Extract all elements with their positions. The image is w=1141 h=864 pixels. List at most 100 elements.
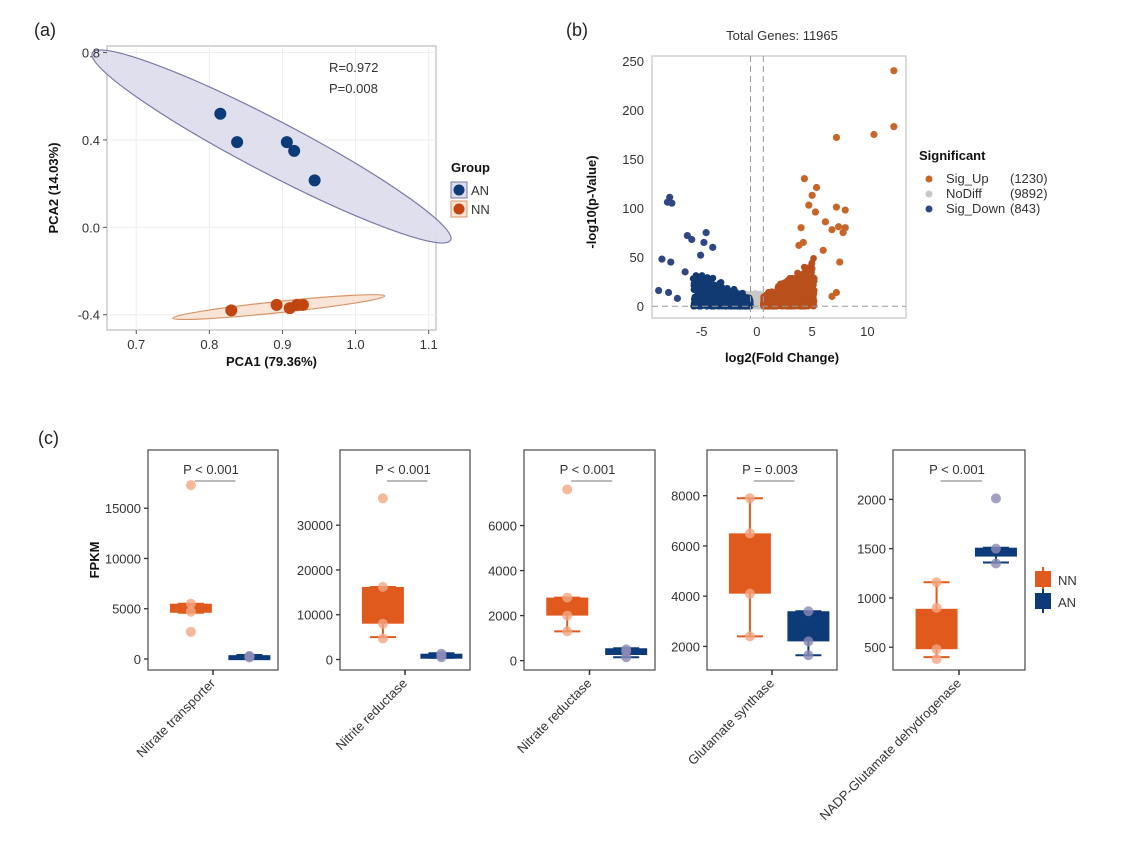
pca-point-an bbox=[280, 136, 293, 149]
box-point-nn bbox=[931, 577, 942, 588]
volcano-point-up bbox=[767, 299, 775, 307]
volcano-point-up bbox=[821, 218, 829, 226]
volcano-ytick-label: 0 bbox=[637, 299, 644, 314]
volcano-point-down bbox=[695, 299, 703, 307]
box-ytick-label: 0 bbox=[134, 652, 141, 667]
volcano-legend-title: Significant bbox=[919, 148, 986, 163]
volcano-xtick-label: 0 bbox=[753, 324, 760, 339]
box-point-an bbox=[244, 650, 255, 661]
pca-y-axis-title: PCA2 (14.03%) bbox=[46, 142, 61, 233]
volcano-point-up bbox=[839, 229, 847, 237]
volcano-point-down bbox=[700, 238, 708, 247]
box-legend-label-an: AN bbox=[1058, 595, 1076, 610]
pca-ytick-label: -0.4 bbox=[78, 308, 100, 323]
pca-xtick-label: 1.1 bbox=[420, 337, 438, 352]
volcano-xtick-label: 10 bbox=[860, 324, 874, 339]
volcano-point-down bbox=[696, 251, 705, 259]
panel-label-a: (a) bbox=[34, 20, 56, 40]
box-point-nn bbox=[931, 654, 942, 665]
volcano-point-down bbox=[712, 292, 720, 300]
pca-point-nn bbox=[270, 298, 283, 311]
volcano-point-up bbox=[808, 301, 816, 309]
pca-ytick-label: 0.0 bbox=[82, 220, 100, 235]
box-xtick-label: Nitrate reductase bbox=[514, 676, 595, 757]
box-point-nn bbox=[744, 493, 755, 504]
pca-point-nn bbox=[296, 298, 309, 311]
volcano-point-down bbox=[667, 258, 675, 266]
volcano-point-down bbox=[673, 294, 682, 302]
volcano-point-up bbox=[797, 286, 805, 293]
box-facet-frame bbox=[523, 449, 656, 671]
pca-point-an bbox=[308, 174, 321, 187]
panel-label-b: (b) bbox=[566, 20, 588, 40]
volcano-point-down bbox=[668, 199, 676, 207]
box-point-nn bbox=[562, 484, 573, 495]
box-point-an bbox=[990, 493, 1001, 504]
box-xtick-label: Nitrite reductase bbox=[333, 676, 411, 754]
pca-legend-title: Group bbox=[451, 160, 490, 175]
box-point-nn bbox=[185, 626, 196, 637]
volcano-chart: Total Genes: 11965-5 0 5 10050100150200250l… bbox=[584, 28, 1048, 365]
pca-xtick-label: 0.7 bbox=[127, 337, 145, 352]
box-legend-label-nn: NN bbox=[1058, 573, 1077, 588]
volcano-point-up bbox=[828, 226, 836, 234]
box-ytick-label: 6000 bbox=[671, 539, 700, 554]
box-ytick-label: 0 bbox=[510, 654, 517, 669]
pca-xtick-label: 1.0 bbox=[347, 337, 365, 352]
box-facet: P < 0.001 0 5000 10000 15000 Nitrate transpor… bbox=[105, 449, 279, 760]
volcano-legend-count: (1230) bbox=[1010, 171, 1048, 186]
volcano-point-up bbox=[775, 291, 783, 299]
volcano-point-down bbox=[718, 298, 725, 306]
volcano-point-down bbox=[692, 272, 700, 279]
volcano-point-down bbox=[702, 229, 710, 237]
box-ytick-label: 2000 bbox=[671, 639, 700, 654]
volcano-point-up bbox=[794, 276, 802, 284]
volcano-ytick-label: 150 bbox=[622, 152, 644, 167]
box-iqr-nn bbox=[728, 533, 771, 594]
volcano-title: Total Genes: 11965 bbox=[726, 28, 838, 43]
volcano-point-up bbox=[797, 224, 805, 232]
box-point-an bbox=[803, 606, 814, 617]
volcano-point-up bbox=[832, 133, 841, 142]
box-p-value: P < 0.001 bbox=[560, 462, 616, 477]
pca-point-an bbox=[231, 136, 244, 149]
box-ytick-label: 10000 bbox=[297, 608, 333, 623]
volcano-ytick-label: 200 bbox=[622, 103, 644, 118]
box-point-nn bbox=[931, 644, 942, 655]
volcano-legend-count: (9892) bbox=[1010, 186, 1048, 201]
volcano-point-down bbox=[722, 292, 730, 300]
box-ytick-label: 5000 bbox=[112, 602, 141, 617]
volcano-point-down bbox=[743, 301, 751, 309]
box-p-value: P < 0.001 bbox=[183, 462, 239, 477]
box-y-axis-title: FPKM bbox=[87, 542, 102, 579]
box-iqr-nn bbox=[361, 586, 404, 624]
volcano-point-up bbox=[779, 299, 787, 307]
volcano-point-up bbox=[805, 201, 813, 209]
box-point-nn bbox=[744, 528, 755, 539]
pca-legend-label-an: AN bbox=[471, 183, 489, 198]
volcano-point-down bbox=[664, 288, 673, 297]
volcano-point-up bbox=[794, 269, 801, 277]
volcano-point-up bbox=[800, 175, 809, 183]
box-iqr-nn bbox=[915, 608, 958, 650]
box-iqr-an bbox=[787, 611, 830, 642]
pca-point-an bbox=[214, 107, 227, 120]
box-point-nn bbox=[931, 602, 942, 613]
box-xtick-label: NADP-Glutamate dehydrogenase bbox=[817, 676, 965, 824]
pca-legend-dot-nn bbox=[453, 203, 465, 215]
volcano-point-down bbox=[726, 299, 734, 307]
volcano-point-up bbox=[835, 223, 843, 231]
volcano-point-up bbox=[811, 208, 820, 216]
pca-xtick-label: 0.8 bbox=[200, 337, 218, 352]
volcano-y-axis-title: -log10(p-Value) bbox=[584, 155, 599, 248]
pca-legend-label-nn: NN bbox=[471, 202, 490, 217]
volcano-point-up bbox=[808, 191, 816, 199]
volcano-point-down bbox=[729, 287, 737, 295]
box-point-nn bbox=[185, 598, 196, 609]
pca-annotation-p: P=0.008 bbox=[329, 81, 378, 96]
pca-legend-dot-an bbox=[453, 184, 465, 196]
volcano-point-down bbox=[688, 235, 696, 244]
box-ytick-label: 10000 bbox=[105, 551, 141, 566]
volcano-ytick-label: 50 bbox=[630, 250, 644, 265]
